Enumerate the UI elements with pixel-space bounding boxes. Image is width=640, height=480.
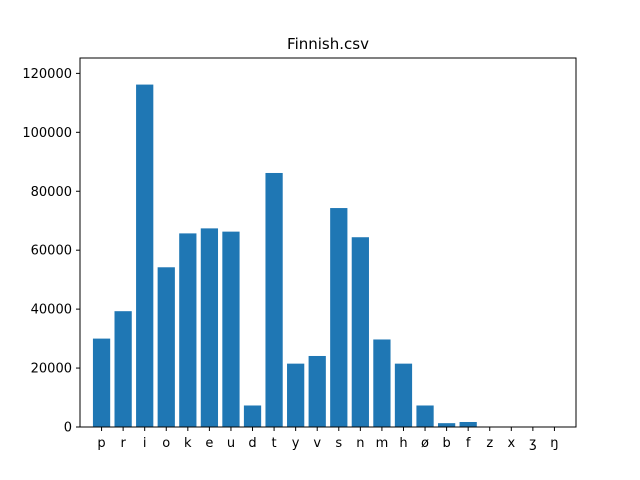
x-tick-label: t [272,436,277,451]
chart-title: Finnish.csv [287,35,369,53]
x-tick-label: d [248,436,256,451]
y-tick-label: 60000 [31,244,72,259]
x-tick-label: ø [421,436,429,451]
bars-group [92,84,477,427]
bar-6 [222,231,240,427]
bar-0 [92,338,111,427]
x-tick-label: e [205,436,213,451]
bar-8 [265,172,283,427]
x-tick-label: z [486,436,493,451]
x-tick-label: s [335,436,342,451]
bar-4 [179,233,197,427]
bar-1 [114,311,132,427]
y-tick-label: 40000 [31,303,72,318]
x-tick-label: h [399,436,407,451]
bar-2 [136,84,154,427]
bar-9 [287,363,305,427]
y-tick-label: 120000 [22,67,72,82]
x-tick-label: p [97,436,105,451]
bar-5 [200,228,219,427]
x-tick-label: n [356,436,364,451]
x-tick-label: ŋ [550,436,558,451]
x-tick-label: k [184,436,192,451]
x-tick-label: o [162,436,170,451]
y-tick-label: 0 [64,421,72,436]
bar-11 [330,208,348,427]
x-tick-label: v [313,436,321,451]
x-tick-label: u [227,436,235,451]
y-tick-label: 100000 [22,126,72,141]
x-tick-label: ʒ [529,436,537,451]
y-tick-label: 20000 [31,362,72,377]
x-tick-label: r [120,436,126,451]
bar-16 [437,423,456,427]
x-tick-label: m [376,436,389,451]
y-axis: 0 20000 40000 60000 80000 100000 120000 [22,67,80,436]
x-tick-label: b [442,436,450,451]
y-tick-label: 80000 [31,185,72,200]
x-tick-label: f [466,436,471,451]
bar-13 [373,339,391,427]
bar-3 [157,267,175,427]
bar-12 [351,237,369,427]
bar-14 [394,363,413,427]
x-tick-label: x [507,436,515,451]
x-tick-label: y [292,436,300,451]
x-tick-label: i [143,436,147,451]
bar-15 [416,405,434,427]
bar-17 [459,421,477,427]
bar-10 [308,355,326,427]
bar-7 [243,405,262,427]
plot-frame [79,57,577,428]
